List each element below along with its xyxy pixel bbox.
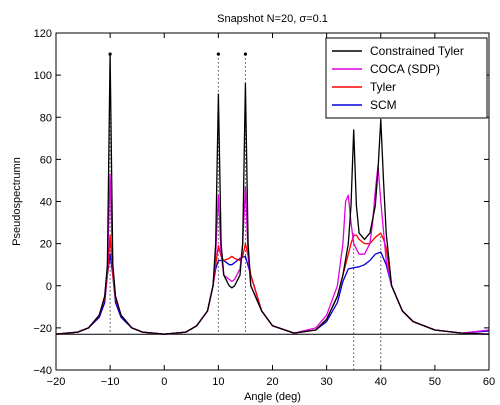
- x-tick-label: 30: [321, 376, 333, 388]
- y-tick-label: −20: [33, 323, 52, 335]
- legend-label: Constrained Tyler: [370, 44, 464, 58]
- x-tick-label: 60: [483, 376, 495, 388]
- y-tick-label: −40: [33, 365, 52, 377]
- true-angle-marker: [216, 52, 220, 56]
- x-tick-label: 40: [375, 376, 387, 388]
- y-tick-label: 60: [40, 154, 52, 166]
- y-tick-label: 100: [34, 70, 52, 82]
- y-axis: −40 −20 0 20 40 60 80 100 120: [33, 28, 489, 377]
- x-tick-label: 20: [266, 376, 278, 388]
- true-angle-marker: [243, 52, 248, 56]
- series-line-constrained-tyler: [55, 53, 490, 335]
- x-axis: −20 −10 0 10 20 30 40 50 60: [47, 33, 495, 388]
- y-tick-label: 120: [34, 28, 52, 40]
- x-tick-label: −10: [101, 376, 120, 388]
- legend-label: COCA (SDP): [370, 62, 440, 76]
- y-tick-label: 0: [46, 281, 52, 293]
- x-tick-label: 50: [429, 376, 441, 388]
- legend-label: Tyler: [370, 80, 396, 94]
- y-tick-label: 40: [40, 197, 52, 209]
- legend: Constrained Tyler COCA (SDP) Tyler SCM: [325, 37, 488, 119]
- x-tick-label: 0: [161, 376, 167, 388]
- x-tick-label: 10: [212, 376, 224, 388]
- y-tick-label: 80: [40, 112, 52, 124]
- legend-label: SCM: [370, 98, 397, 112]
- chart-title: Snapshot N=20, σ=0.1: [217, 13, 328, 25]
- y-tick-label: 20: [40, 239, 52, 251]
- x-axis-label: Angle (deg): [244, 391, 301, 403]
- x-tick-label: −20: [47, 376, 66, 388]
- series-layer: [55, 53, 490, 335]
- y-axis-label: Pseudospectrumn: [11, 157, 23, 246]
